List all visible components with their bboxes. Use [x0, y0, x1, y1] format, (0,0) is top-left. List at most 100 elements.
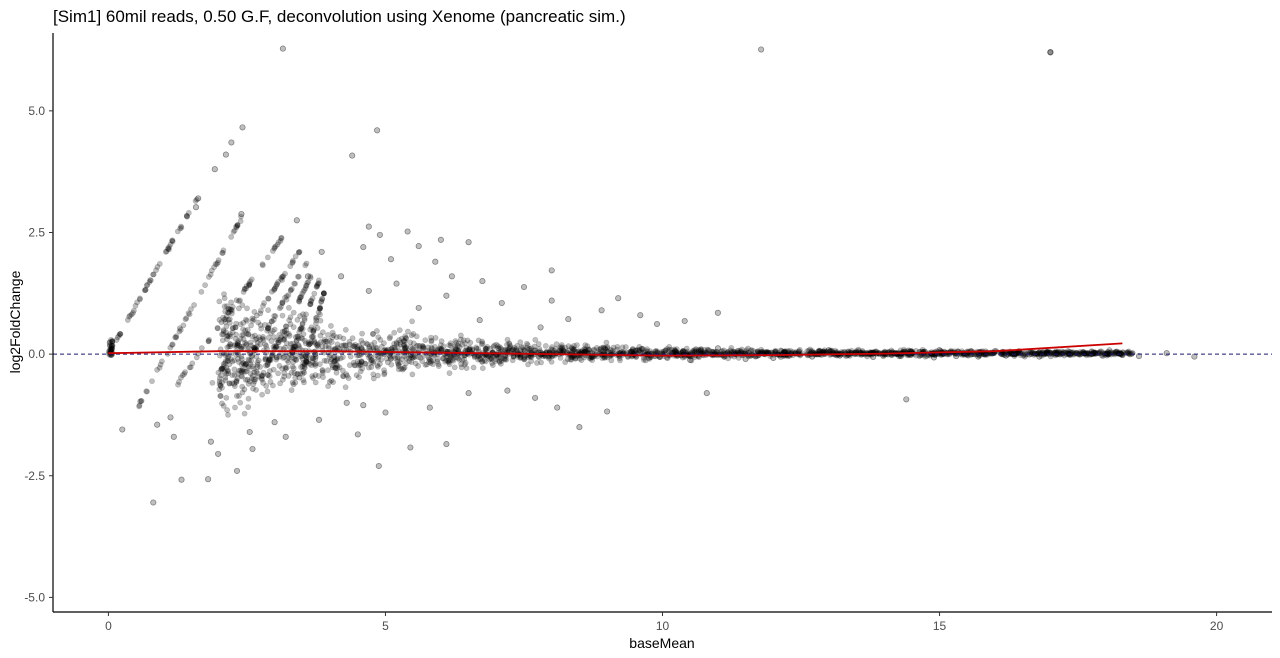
scatter-point [698, 347, 704, 354]
scatter-point [284, 357, 291, 364]
scatter-point [232, 341, 239, 348]
scatter-point [355, 362, 362, 369]
scatter-point [315, 277, 322, 284]
scatter-point [265, 357, 272, 364]
scatter-point [243, 285, 249, 292]
scatter-point [239, 332, 245, 338]
scatter-point [218, 365, 225, 372]
scatter-point [287, 263, 294, 270]
scatter-point [185, 209, 192, 216]
scatter-point [279, 45, 286, 52]
scatter-point [312, 355, 319, 362]
scatter-point [176, 328, 183, 335]
scatter-point [225, 355, 231, 361]
scatter-point [571, 342, 577, 349]
scatter-point [365, 223, 372, 230]
scatter-point [370, 375, 377, 382]
scatter-point [320, 338, 327, 345]
scatter-point [387, 256, 395, 263]
scatter-point [299, 335, 306, 342]
scatter-point [214, 259, 221, 266]
scatter-point [246, 378, 253, 385]
scatter-point [412, 360, 419, 367]
scatter-point [432, 258, 439, 265]
scatter-point [496, 344, 503, 351]
scatter-point [316, 361, 323, 367]
scatter-point [293, 357, 300, 363]
scatter-point [393, 339, 400, 346]
scatter-point [278, 334, 285, 340]
scatter-point [302, 340, 309, 347]
scatter-point [279, 299, 286, 305]
y-tick-label: 0.0 [28, 347, 45, 361]
scatter-point [317, 332, 324, 339]
scatter-point [224, 407, 230, 413]
scatter-point [398, 365, 404, 372]
scatter-point [324, 367, 331, 374]
scatter-point [288, 286, 295, 292]
scatter-point [233, 297, 240, 304]
scatter-point [1090, 349, 1097, 355]
scatter-point [671, 349, 678, 355]
scatter-point [215, 369, 222, 376]
scatter-point [323, 358, 330, 364]
scatter-point [109, 338, 116, 345]
scatter-point [238, 213, 244, 220]
scatter-point [109, 346, 116, 352]
scatter-point [506, 340, 513, 347]
scatter-point [531, 343, 538, 350]
scatter-point [130, 307, 137, 314]
scatter-point [456, 356, 463, 363]
scatter-point [524, 342, 531, 348]
scatter-point [273, 343, 280, 350]
scatter-point [296, 298, 303, 305]
scatter-point [360, 244, 367, 251]
scatter-point [311, 361, 318, 368]
scatter-point [307, 301, 314, 307]
scatter-point [227, 343, 234, 350]
scatter-point [295, 249, 302, 255]
scatter-point [229, 380, 236, 387]
scatter-point [279, 299, 286, 306]
scatter-point [154, 263, 161, 270]
scatter-point [297, 294, 304, 301]
scatter-point [301, 287, 308, 293]
scatter-point [290, 365, 297, 372]
scatter-point [186, 364, 193, 371]
scatter-point [434, 356, 441, 363]
scatter-point [243, 361, 249, 368]
scatter-point [225, 309, 232, 316]
scatter-point [1081, 350, 1088, 357]
scatter-point [1119, 352, 1126, 359]
scatter-point [622, 344, 629, 350]
scatter-point [366, 354, 372, 361]
scatter-point [310, 327, 317, 334]
scatter-point [241, 285, 248, 292]
scatter-point [502, 356, 508, 363]
scatter-point [358, 359, 365, 365]
scatter-point [317, 305, 323, 311]
scatter-point [1031, 350, 1038, 357]
scatter-point [521, 346, 527, 353]
scatter-point [681, 317, 688, 325]
scatter-point [279, 376, 286, 383]
scatter-point [136, 296, 143, 303]
scatter-point [185, 310, 192, 317]
scatter-point [156, 260, 163, 267]
scatter-point [320, 290, 327, 297]
scatter-point [170, 433, 177, 440]
scatter-point [374, 362, 381, 369]
scatter-point [174, 228, 181, 235]
scatter-point [264, 327, 271, 334]
scatter-point [177, 225, 184, 232]
scatter-point [548, 267, 555, 274]
scatter-point [257, 336, 264, 343]
scatter-point [436, 345, 443, 352]
scatter-point [1124, 349, 1130, 356]
scatter-point [107, 339, 113, 345]
scatter-point [350, 359, 357, 366]
scatter-point [250, 316, 257, 323]
scatter-point [301, 369, 308, 376]
scatter-point [289, 379, 296, 386]
scatter-point [181, 370, 188, 377]
